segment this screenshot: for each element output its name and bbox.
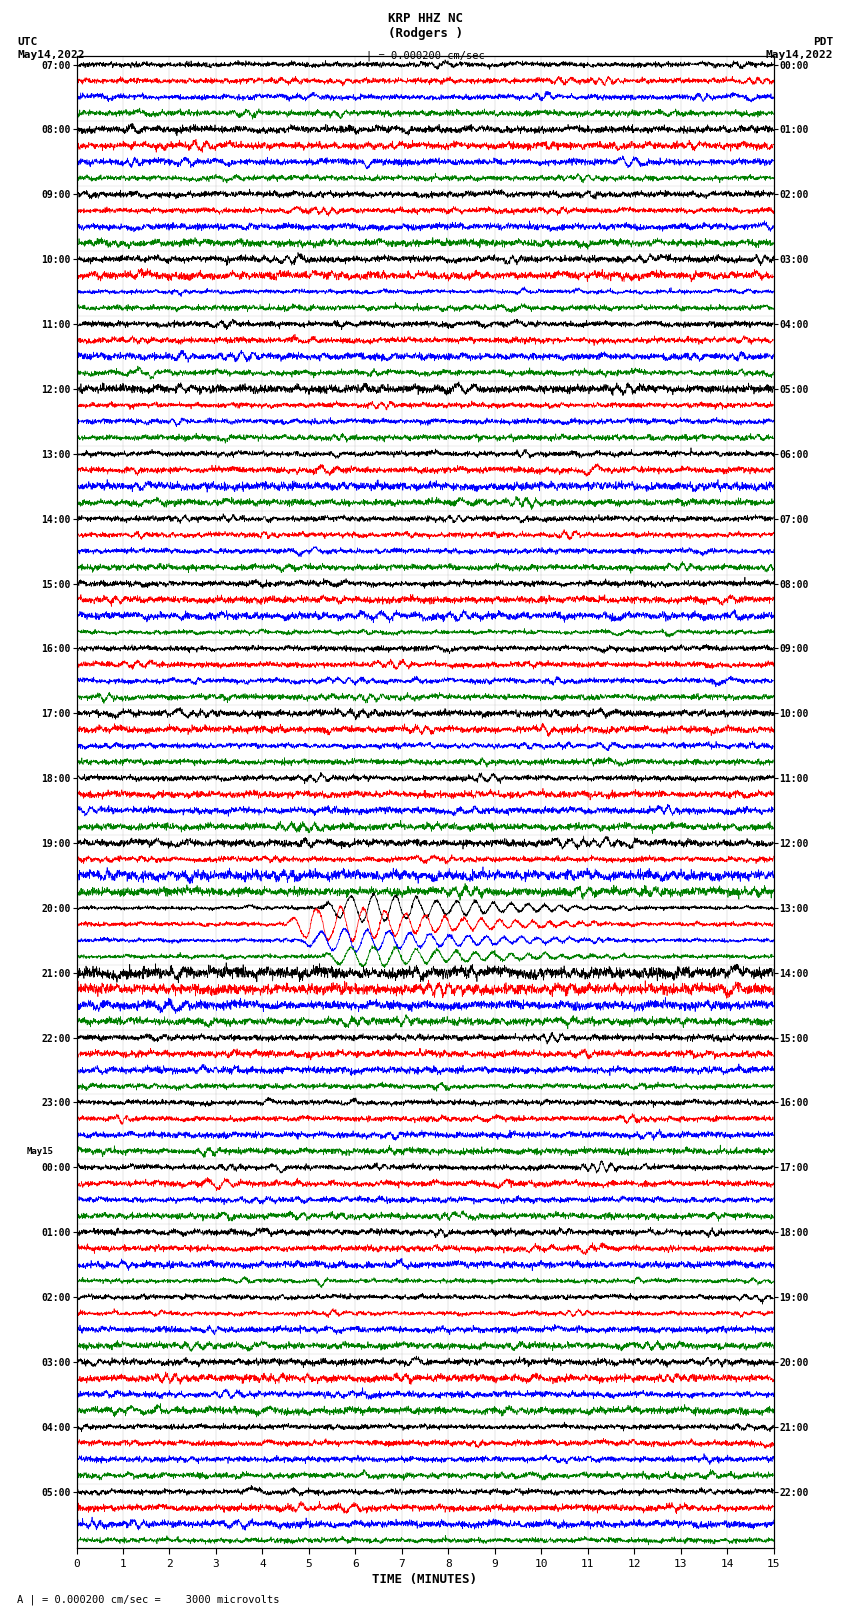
Text: May15: May15 bbox=[26, 1147, 54, 1155]
Text: A | = 0.000200 cm/sec =    3000 microvolts: A | = 0.000200 cm/sec = 3000 microvolts bbox=[17, 1594, 280, 1605]
Text: PDT: PDT bbox=[813, 37, 833, 47]
Text: UTC: UTC bbox=[17, 37, 37, 47]
Text: May14,2022: May14,2022 bbox=[766, 50, 833, 60]
Text: May14,2022: May14,2022 bbox=[17, 50, 84, 60]
X-axis label: TIME (MINUTES): TIME (MINUTES) bbox=[372, 1573, 478, 1586]
Title: KRP HHZ NC
(Rodgers ): KRP HHZ NC (Rodgers ) bbox=[388, 11, 462, 40]
Text: | = 0.000200 cm/sec: | = 0.000200 cm/sec bbox=[366, 50, 484, 61]
